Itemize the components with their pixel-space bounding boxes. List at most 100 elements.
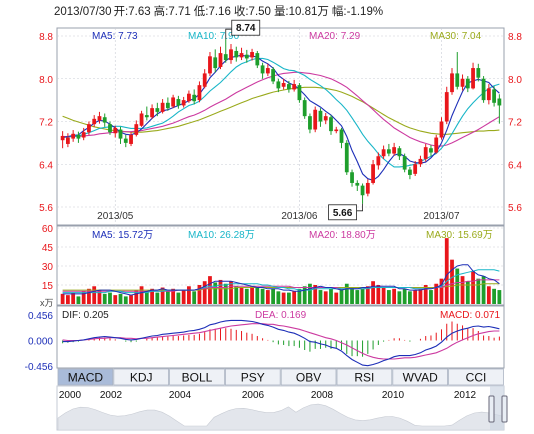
volume-bar [492,288,497,304]
candle-body [244,54,249,59]
candle-body [129,134,133,144]
candle [139,110,144,127]
volume-bar [439,278,444,304]
volume-bar [223,283,228,304]
timeline-year: 2010 [382,390,405,401]
candle-body [197,85,202,101]
candle [202,69,207,89]
low-leader [356,203,363,212]
candle [308,113,312,134]
candle-body [255,53,260,66]
timeline-year: 2000 [59,390,82,401]
macd-y-axis: 0.456 0.000 -0.456 [25,311,54,373]
price-tick-left: 8.8 [39,32,53,43]
volume-bar [429,290,433,304]
volume-bar [476,278,481,304]
candle [87,121,91,135]
candle [260,62,265,79]
candle-body [286,84,291,90]
price-tick-right: 8.8 [508,32,522,43]
volume-bar [350,287,354,304]
candlesticks [60,39,502,204]
price-y-axis-left: 5.6 6.4 7.2 8.0 8.8 [39,32,53,214]
candle-body [371,164,375,183]
candle [418,155,423,167]
candle-body [108,124,112,133]
indicator-tabs: MACD KDJ BOLL PSY OBV RSI WVAD CCI [57,368,504,386]
volume-panel: 15 30 45 60 MA5: 15.72万 MA10: 26.28万 MA20: 18… [40,224,505,308]
candle [213,49,218,73]
tab-rsi[interactable]: RSI [336,368,393,386]
volume-bar [286,292,291,304]
candle-body [376,156,381,166]
volume-bar [355,290,360,304]
volume-bar [87,288,91,304]
price-legend-ma20: MA20: 7.29 [309,31,361,42]
macd-panel: 0.456 0.000 -0.456 DIF: 0.205 DEA: 0.169 M… [25,305,505,373]
volume-bar [397,291,402,304]
tab-obv[interactable]: OBV [280,368,337,386]
volume-bar [171,288,176,304]
candle-body [492,89,497,103]
candle-body [292,84,297,90]
volume-bar [160,287,165,304]
candle [471,62,475,90]
volume-y-axis: 15 30 45 60 [42,224,54,292]
tab-psy[interactable]: PSY [224,368,281,386]
candle [481,76,486,103]
volume-bar [197,285,202,304]
volume-unit: x万 [40,298,54,308]
candle-body [134,124,139,135]
timeline-handle-left[interactable] [488,395,495,423]
volume-bar [239,287,244,304]
volume-bar [497,290,502,304]
candle [155,102,160,117]
price-x-tick: 2013/07 [423,211,460,222]
candle-body [208,56,212,74]
candle-body [318,110,323,122]
candle [108,121,112,135]
candle [408,166,412,180]
candle [71,130,76,142]
candle-body [360,185,365,196]
tab-macd[interactable]: MACD [57,368,114,386]
tab-boll[interactable]: BOLL [169,368,225,386]
price-tick-right: 7.2 [508,118,522,129]
candle-body [392,147,397,154]
candle-body [465,78,470,89]
candle-body [429,148,433,153]
candle [492,86,497,107]
tab-label: KDJ [130,371,153,385]
candle-body [260,65,265,74]
high-box [231,19,261,36]
volume-bar [418,288,423,304]
timeline-handle-right[interactable] [501,395,508,423]
candle [286,80,291,93]
volume-bar [129,295,133,304]
high-low-annotations: 8.74 5.66 [225,19,363,221]
volume-bar [123,296,128,304]
volume-bar [165,291,170,304]
candle [281,78,286,90]
candle [402,153,407,173]
candle [429,145,433,157]
candle [265,63,270,77]
volume-bar [181,290,186,304]
candle [244,49,249,63]
tab-background [280,368,337,386]
volume-bar [386,290,391,304]
candle [434,134,439,154]
volume-bar [471,271,475,304]
candle-body [339,129,344,143]
candle-body [150,108,154,118]
macd-histogram [62,321,500,357]
tab-cci[interactable]: CCI [448,368,504,386]
candle [313,106,318,133]
candle [171,94,176,109]
candle [208,52,212,77]
tab-kdj[interactable]: KDJ [113,368,170,386]
candle [334,126,339,134]
tab-wvad[interactable]: WVAD [392,368,448,386]
candle [239,47,244,61]
candle [223,39,228,63]
